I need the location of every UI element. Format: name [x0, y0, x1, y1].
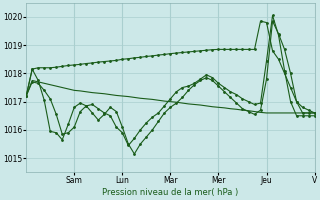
- X-axis label: Pression niveau de la mer( hPa ): Pression niveau de la mer( hPa ): [102, 188, 238, 197]
